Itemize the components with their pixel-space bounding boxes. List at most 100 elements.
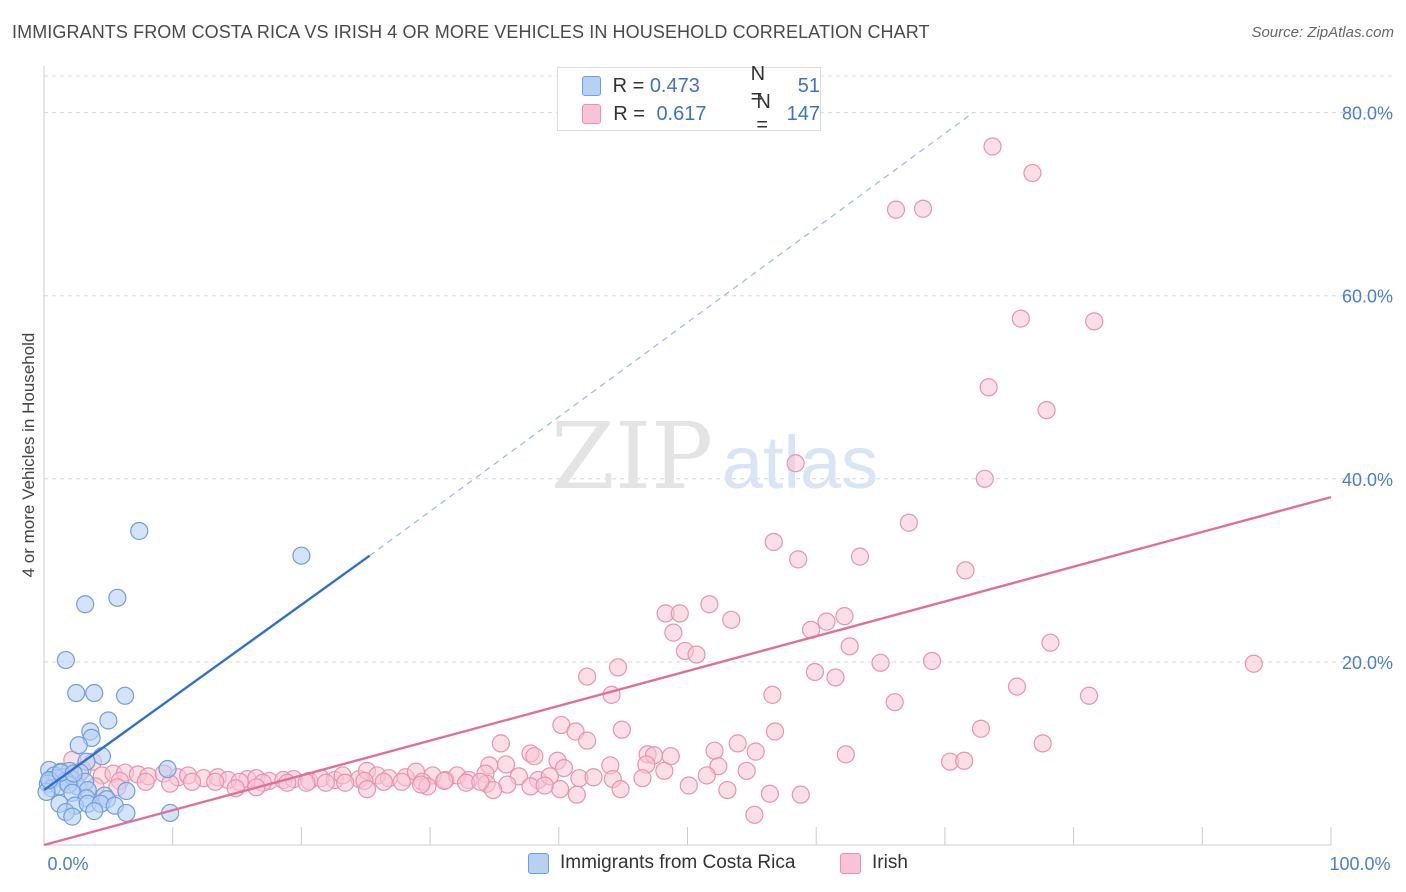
costa-rica-point: [85, 683, 104, 703]
irish-point: [554, 758, 574, 778]
irish-point: [850, 547, 870, 566]
series-legend: Immigrants from Costa Rica Irish: [0, 852, 1406, 878]
y-tick-label: 80.0%: [1342, 104, 1393, 124]
trend-lines: [43, 112, 1332, 847]
legend-item-costa-rica: Immigrants from Costa Rica: [528, 852, 795, 874]
irish-point: [835, 607, 854, 626]
irish-point: [791, 785, 810, 804]
irish-point: [885, 693, 904, 712]
irish-point: [392, 772, 411, 791]
irish-point: [525, 747, 544, 766]
legend-row-irish: R = 0.617 N = 147: [582, 91, 820, 136]
legend-n-value: 147: [786, 102, 820, 125]
costa-rica-point: [76, 595, 95, 614]
costa-rica-point: [115, 686, 135, 705]
irish-point: [836, 745, 855, 764]
legend-r-value: 0.473: [649, 74, 700, 97]
irish-point: [336, 773, 355, 792]
irish-point: [922, 651, 942, 671]
legend-swatch-blue: [582, 76, 601, 96]
x-tick-label: 0.0%: [47, 854, 88, 874]
irish-point: [584, 768, 603, 787]
irish-point: [979, 378, 998, 397]
irish-point: [700, 595, 719, 614]
costa-rica-point: [117, 803, 136, 823]
costa-rica-point: [56, 650, 75, 670]
legend-n-label: N =: [756, 91, 771, 136]
irish-point: [612, 720, 631, 739]
legend-n-label: N =: [750, 63, 766, 108]
legend-swatch-pink: [840, 852, 861, 874]
irish-point: [805, 662, 825, 682]
irish-point: [687, 645, 706, 664]
legend-label-costa-rica: Immigrants from Costa Rica: [560, 852, 796, 873]
irish-point: [955, 751, 974, 770]
stats-legend: R = 0.473 N = 51 R = 0.617 N = 147: [557, 63, 821, 136]
irish-point: [871, 653, 890, 672]
costa-rica-point: [117, 781, 136, 801]
series-irish-points: [63, 137, 1263, 824]
legend-row-costa-rica: R = 0.473 N = 51: [582, 63, 820, 108]
irish-point: [718, 780, 737, 800]
irish-point: [760, 784, 779, 803]
irish-point: [136, 772, 155, 791]
costa-rica-point: [158, 759, 177, 779]
irish-point: [983, 137, 1002, 156]
irish-point: [578, 731, 597, 750]
irish-point: [1011, 309, 1030, 328]
tick-labels: 20.0% 40.0% 60.0% 80.0% 0.0% 100.0%: [47, 104, 1393, 874]
irish-point: [535, 776, 554, 795]
irish-point: [567, 785, 586, 804]
irish-point: [840, 637, 859, 656]
zipatlas-watermark: ZIP atlas: [551, 403, 878, 510]
irish-point: [496, 755, 516, 774]
legend-item-irish: Irish: [840, 852, 908, 874]
y-tick-label: 40.0%: [1342, 470, 1393, 490]
irish-point: [1023, 163, 1042, 183]
irish-point: [899, 513, 918, 532]
irish-point: [737, 761, 756, 780]
irish-point: [746, 742, 765, 761]
chart-title: IMMIGRANTS FROM COSTA RICA VS IRISH 4 OR…: [12, 22, 930, 42]
irish-point: [550, 780, 570, 799]
irish-point: [471, 772, 490, 791]
irish-point: [913, 199, 933, 218]
irish-point: [1033, 734, 1052, 753]
y-tick-label: 20.0%: [1342, 653, 1393, 673]
costa-rica-trend-line: [43, 554, 371, 792]
irish-point: [374, 772, 393, 791]
irish-point: [1007, 677, 1027, 696]
irish-point: [745, 805, 764, 824]
irish-point: [763, 685, 782, 704]
irish-point: [655, 761, 674, 780]
irish-point: [956, 561, 975, 580]
irish-point: [491, 734, 510, 753]
irish-point: [971, 719, 991, 738]
irish-point: [435, 771, 454, 791]
costa-rica-point: [130, 521, 149, 541]
irish-point: [1037, 401, 1056, 420]
source-label: Source: ZipAtlas.com: [1251, 24, 1394, 41]
irish-point: [578, 667, 597, 686]
axes: [43, 66, 1332, 846]
irish-point: [357, 780, 377, 799]
legend-r-label: R =: [613, 102, 651, 125]
irish-point: [182, 772, 202, 791]
irish-point: [697, 766, 716, 785]
irish-trend-line: [43, 495, 1332, 847]
irish-point: [1085, 312, 1104, 331]
irish-point: [1244, 654, 1263, 673]
costa-rica-point: [108, 588, 127, 607]
costa-rica-point: [92, 747, 112, 766]
costa-rica-trend-extension: [369, 112, 974, 557]
irish-point: [608, 658, 628, 677]
irish-point: [789, 550, 808, 569]
irish-point: [728, 734, 747, 753]
legend-r-value: 0.617: [656, 102, 707, 125]
costa-rica-point: [63, 807, 82, 826]
y-tick-label: 60.0%: [1342, 287, 1393, 307]
legend-r-label: R =: [612, 74, 650, 97]
costa-rica-point: [67, 683, 86, 703]
watermark-zip: ZIP: [551, 403, 713, 510]
